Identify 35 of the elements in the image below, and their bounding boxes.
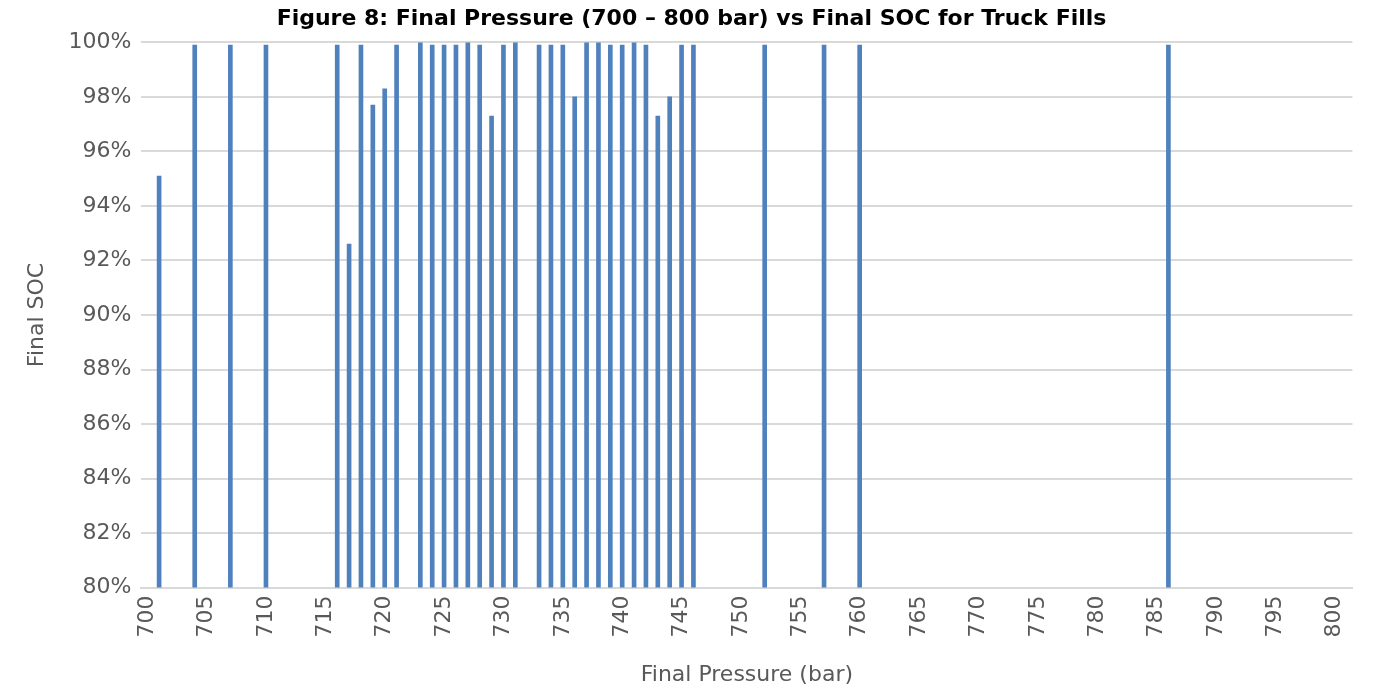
x-tick-label: 790 [1201,595,1227,638]
x-tick-label: 745 [667,595,693,638]
x-tick-label: 770 [964,595,990,638]
x-tick-label: 710 [251,595,277,638]
x-tick-label: 780 [1082,595,1108,638]
x-tick-label: 715 [311,595,337,638]
x-axis-title: Final Pressure (bar) [640,660,854,686]
y-tick-label: 98% [82,82,132,108]
y-tick-label: 88% [82,355,132,381]
y-tick-label: 96% [82,137,132,163]
y-tick-label: 86% [82,409,132,435]
x-tick-label: 700 [132,595,158,638]
x-tick-label: 720 [370,595,396,638]
y-tick-label: 100% [68,28,132,54]
x-tick-label: 755 [786,595,812,638]
x-tick-label: 735 [548,595,574,638]
x-tick-label: 795 [1260,595,1286,638]
x-tick-label: 725 [429,595,455,638]
y-tick-label: 80% [82,573,132,599]
y-tick-label: 82% [82,518,132,544]
y-tick-label: 84% [82,464,132,490]
y-tick-label: 92% [82,246,132,272]
y-tick-label: 94% [82,191,132,217]
x-tick-label: 740 [607,595,633,638]
x-tick-label: 750 [726,595,752,638]
x-tick-label: 760 [845,595,871,638]
y-axis-title: Final SOC [22,262,48,368]
x-tick-label: 765 [904,595,930,638]
x-tick-label: 785 [1142,595,1168,638]
x-tick-label: 775 [1023,595,1049,638]
x-tick-label: 705 [192,595,218,638]
chart-title: Figure 8: Final Pressure (700 – 800 bar) vs Final SOC for Truck Fills [276,4,1107,30]
x-tick-label: 800 [1320,595,1346,638]
x-tick-label: 730 [489,595,515,638]
y-tick-label: 90% [82,300,132,326]
